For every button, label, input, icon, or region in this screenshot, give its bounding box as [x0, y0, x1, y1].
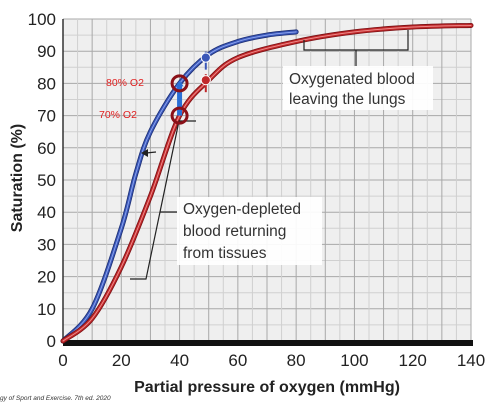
- x-tick-label: 140: [457, 351, 485, 370]
- y-tick-label: 0: [47, 332, 56, 351]
- annotation-line: Oxygenated blood: [289, 71, 415, 88]
- arrow-head: [141, 149, 148, 157]
- bracket-depleted: [130, 120, 196, 280]
- y-tick-label: 90: [37, 42, 56, 61]
- marker-label-80: 80% O2: [106, 77, 144, 89]
- y-tick-label: 100: [28, 10, 56, 29]
- markers: [170, 51, 211, 125]
- x-tick-label: 20: [112, 351, 131, 370]
- y-tick-label: 20: [37, 268, 56, 287]
- x-tick-label: 100: [340, 351, 368, 370]
- x-tick-label: 40: [170, 351, 189, 370]
- data-point: [200, 52, 211, 63]
- connector-arrow: [175, 80, 184, 87]
- annotation-oxygenated: Oxygenated blood leaving the lungs: [283, 66, 433, 110]
- y-tick-label: 70: [37, 107, 56, 126]
- annotation-line: Oxygen-depleted: [183, 201, 301, 218]
- annotation-box: [177, 197, 322, 265]
- series-line-highlight: [62, 31, 297, 342]
- x-axis-title: Partial pressure of oxygen (mmHg): [134, 379, 400, 396]
- highlight-ring: [170, 106, 189, 125]
- annotation-box: [283, 66, 433, 110]
- data-point: [200, 75, 211, 86]
- credit-text: gy of Sport and Exercise. 7th ed. 2020: [0, 395, 111, 402]
- x-tick-label: 120: [399, 351, 427, 370]
- tick-labels: 0 20 40 60 80 100 120 140 0 10 20 30 40 50 60 70 80 90 100: [28, 10, 486, 370]
- x-tick-label: 60: [228, 351, 247, 370]
- y-axis-title: Saturation (%): [9, 124, 26, 232]
- y-tick-label: 80: [37, 74, 56, 93]
- highlight-ring: [170, 74, 189, 93]
- y-tick-label: 30: [37, 235, 56, 254]
- annotation-line: from tissues: [183, 245, 267, 262]
- marker-label-70: 70% O2: [99, 109, 137, 121]
- y-tick-label: 60: [37, 139, 56, 158]
- annotation-depleted: Oxygen-depleted blood returning from tis…: [177, 197, 322, 265]
- y-tick-label: 50: [37, 171, 56, 190]
- annotation-line: leaving the lungs: [289, 91, 406, 108]
- x-axis-line: [63, 340, 473, 346]
- x-tick-label: 0: [58, 351, 67, 370]
- annotation-line: blood returning: [183, 223, 286, 240]
- y-tick-label: 10: [37, 300, 56, 319]
- annotation-brackets: [130, 30, 409, 280]
- x-tick-label: 80: [287, 351, 306, 370]
- y-tick-label: 40: [37, 203, 56, 222]
